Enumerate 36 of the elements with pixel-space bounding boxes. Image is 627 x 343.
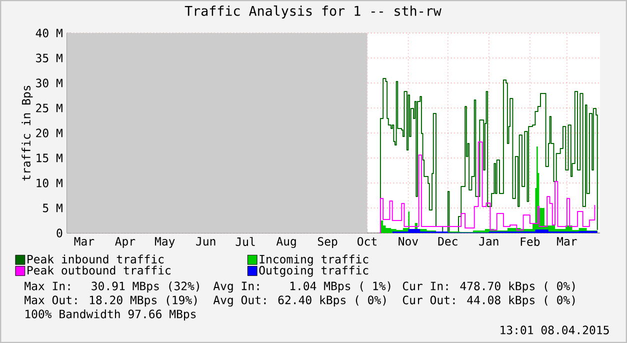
x-tick-label: Nov (398, 237, 418, 246)
x-tick-label: Oct (358, 237, 376, 246)
x-tick-label: Mar (74, 237, 94, 246)
legend-label: Peak inbound traffic (28, 254, 164, 264)
y-tick-label: 15 M (36, 154, 62, 162)
text: Avg Out: 62.40 kBps ( 0%) (213, 295, 386, 307)
text: Max In: 30.91 MBps (32%) (24, 281, 199, 293)
legend-label: Incoming traffic (260, 254, 368, 266)
y-tick-label: 20 M (36, 128, 62, 138)
y-tick-label: 30 M (36, 78, 62, 88)
x-tick-label: Sep (318, 237, 338, 248)
y-tick-label: 35 M (36, 54, 62, 62)
x-tick-label: Feb (520, 237, 540, 246)
x-tick-label: Aug (276, 237, 296, 248)
y-axis-title: traffic in Bps (22, 86, 33, 181)
y-tick-label: 10 M (36, 178, 62, 188)
x-tick-label: Dec (438, 237, 458, 246)
legend-label: Outgoing traffic (259, 266, 368, 277)
text: 13:01 08.04.2015 (500, 326, 609, 334)
text: Cur In: 478.70 kBps ( 0%) (402, 281, 575, 293)
chart-title: Traffic Analysis for 1 -- sth-rw (184, 6, 442, 18)
text: Cur Out: 44.08 kBps ( 0%) (402, 295, 575, 307)
x-tick-label: Mar (557, 237, 577, 246)
legend-label: Peak outbound traffic (28, 266, 170, 275)
x-tick-label: May (155, 237, 175, 248)
y-tick-label: 0 (56, 228, 62, 238)
y-tick-label: 25 M (36, 104, 62, 112)
text: Avg In: 1.04 MBps ( 1%) (213, 281, 390, 293)
x-tick-label: Jul (236, 237, 255, 246)
y-tick-label: 5 M (43, 204, 62, 212)
x-tick-label: Apr (115, 237, 136, 248)
x-tick-label: Jan (479, 237, 498, 246)
text: 100% Bandwidth 97.66 MBps (26, 309, 196, 321)
text: Max Out: 18.20 MBps (19%) (24, 295, 197, 307)
y-tick-label: 40 M (36, 28, 62, 38)
x-tick-label: Jun (196, 237, 216, 246)
